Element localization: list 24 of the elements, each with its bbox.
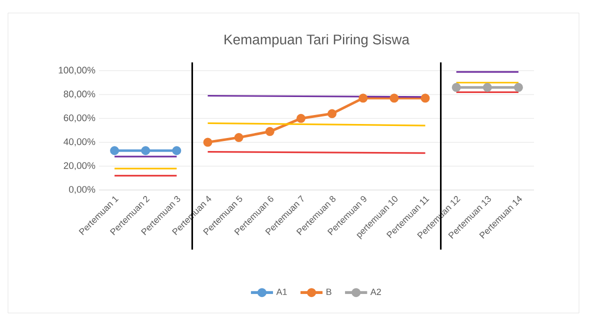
legend-label: B xyxy=(326,288,332,295)
y-tick-label: 40,00% xyxy=(64,138,96,146)
point xyxy=(358,94,368,103)
y-tick-label: 100,00% xyxy=(58,66,96,75)
legend-label: A1 xyxy=(276,288,287,295)
y-tick-label: 80,00% xyxy=(64,90,96,98)
chart-title: Kemampuan Tari Piring Siswa xyxy=(224,34,410,48)
point xyxy=(110,146,120,156)
point xyxy=(296,114,306,123)
point xyxy=(203,138,212,147)
y-tick-label: 0,00% xyxy=(69,186,96,194)
legend-label: A2 xyxy=(370,288,381,295)
point xyxy=(328,109,337,118)
point xyxy=(265,127,274,136)
point xyxy=(234,133,244,142)
point xyxy=(172,146,182,156)
point xyxy=(390,94,399,103)
y-tick-label: 20,00% xyxy=(64,162,96,170)
point xyxy=(452,82,461,92)
point xyxy=(482,82,492,92)
point xyxy=(420,94,430,103)
y-tick-label: 60,00% xyxy=(64,114,96,122)
point xyxy=(514,82,523,92)
point xyxy=(141,146,150,156)
